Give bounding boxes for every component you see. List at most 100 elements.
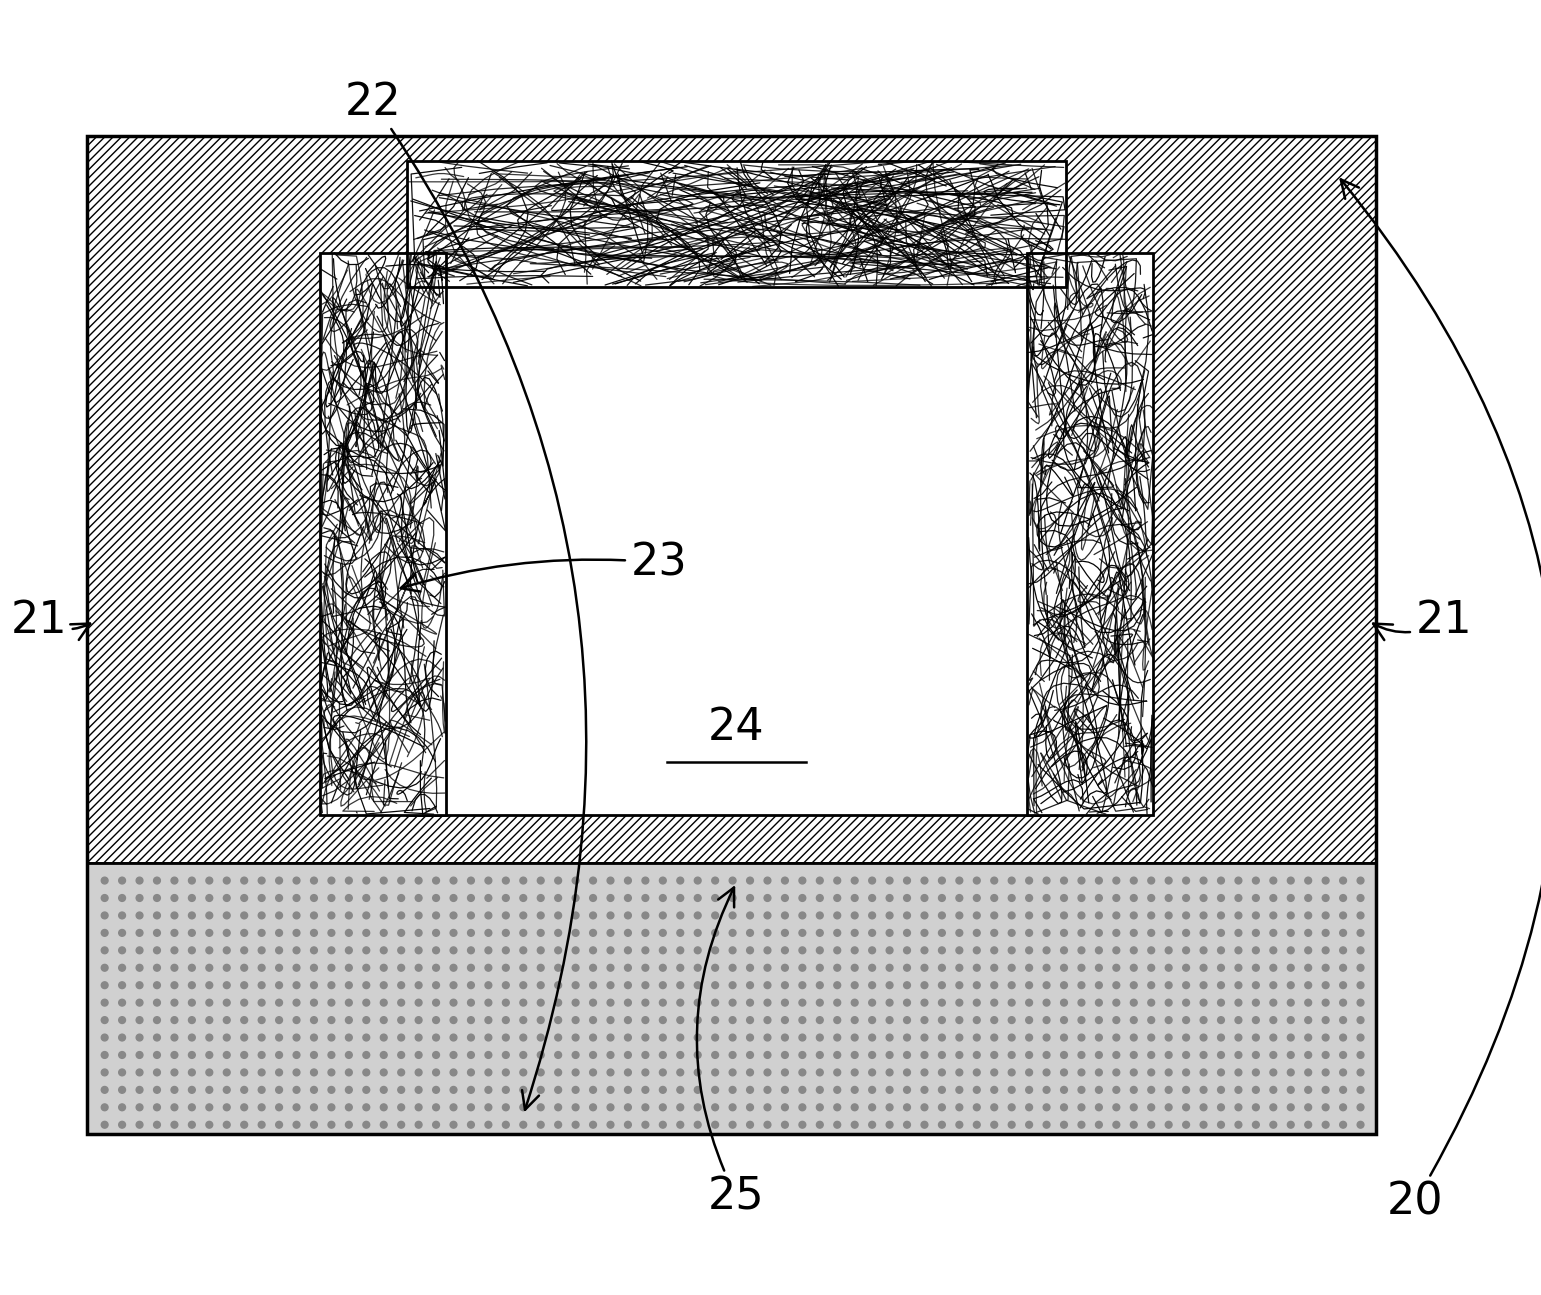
- Circle shape: [834, 877, 841, 884]
- Circle shape: [1234, 1070, 1242, 1076]
- Circle shape: [1200, 1052, 1207, 1058]
- Circle shape: [345, 1000, 353, 1006]
- Circle shape: [922, 1087, 928, 1093]
- Circle shape: [1165, 1035, 1173, 1041]
- Circle shape: [1253, 1087, 1259, 1093]
- Circle shape: [276, 1052, 282, 1058]
- Circle shape: [223, 1087, 230, 1093]
- Circle shape: [869, 1052, 875, 1058]
- Circle shape: [1131, 895, 1137, 901]
- Circle shape: [676, 1017, 684, 1023]
- Circle shape: [974, 947, 980, 953]
- Circle shape: [1200, 965, 1207, 971]
- Circle shape: [1253, 895, 1259, 901]
- Circle shape: [119, 1000, 125, 1006]
- Circle shape: [519, 930, 527, 936]
- Circle shape: [903, 930, 911, 936]
- Circle shape: [1043, 877, 1049, 884]
- Circle shape: [903, 1087, 911, 1093]
- Circle shape: [938, 947, 945, 953]
- Circle shape: [1148, 1121, 1154, 1128]
- Circle shape: [1217, 965, 1225, 971]
- Circle shape: [817, 912, 823, 919]
- Circle shape: [974, 1035, 980, 1041]
- Circle shape: [328, 1017, 334, 1023]
- Circle shape: [798, 1121, 806, 1128]
- Circle shape: [695, 895, 701, 901]
- Circle shape: [955, 1000, 963, 1006]
- Circle shape: [607, 1070, 613, 1076]
- Circle shape: [171, 877, 177, 884]
- Circle shape: [102, 965, 108, 971]
- Circle shape: [1358, 912, 1364, 919]
- Circle shape: [1270, 982, 1276, 988]
- Circle shape: [1200, 1035, 1207, 1041]
- Circle shape: [502, 877, 509, 884]
- Circle shape: [538, 1017, 544, 1023]
- Circle shape: [311, 1035, 317, 1041]
- Circle shape: [240, 947, 248, 953]
- Circle shape: [1253, 947, 1259, 953]
- Circle shape: [328, 912, 334, 919]
- Circle shape: [660, 965, 666, 971]
- Circle shape: [1339, 1087, 1347, 1093]
- Circle shape: [188, 947, 196, 953]
- Circle shape: [1148, 877, 1154, 884]
- Circle shape: [1060, 982, 1068, 988]
- Circle shape: [886, 1087, 892, 1093]
- Circle shape: [1148, 912, 1154, 919]
- Circle shape: [502, 965, 509, 971]
- Circle shape: [1113, 912, 1120, 919]
- Circle shape: [485, 1103, 492, 1111]
- Circle shape: [955, 912, 963, 919]
- Circle shape: [1096, 1087, 1102, 1093]
- Circle shape: [240, 877, 248, 884]
- Circle shape: [519, 1121, 527, 1128]
- Circle shape: [1148, 1035, 1154, 1041]
- Circle shape: [467, 1052, 475, 1058]
- Circle shape: [415, 1087, 422, 1093]
- Bar: [407, 161, 1066, 286]
- Circle shape: [869, 982, 875, 988]
- Circle shape: [450, 1070, 456, 1076]
- Circle shape: [502, 1087, 509, 1093]
- Circle shape: [798, 965, 806, 971]
- Circle shape: [729, 1087, 737, 1093]
- Circle shape: [1131, 930, 1137, 936]
- Circle shape: [1305, 912, 1311, 919]
- Circle shape: [1287, 982, 1294, 988]
- Circle shape: [729, 895, 737, 901]
- Circle shape: [293, 1087, 300, 1093]
- Circle shape: [154, 947, 160, 953]
- Circle shape: [747, 895, 754, 901]
- Circle shape: [1043, 1017, 1049, 1023]
- Circle shape: [660, 947, 666, 953]
- Circle shape: [136, 1087, 143, 1093]
- Circle shape: [1234, 982, 1242, 988]
- Circle shape: [415, 947, 422, 953]
- Circle shape: [798, 912, 806, 919]
- Circle shape: [660, 1103, 666, 1111]
- Circle shape: [555, 947, 561, 953]
- Circle shape: [747, 982, 754, 988]
- Text: 21: 21: [11, 600, 89, 642]
- Circle shape: [955, 1087, 963, 1093]
- Circle shape: [364, 930, 370, 936]
- Circle shape: [607, 912, 613, 919]
- Circle shape: [869, 1103, 875, 1111]
- Circle shape: [643, 1121, 649, 1128]
- Circle shape: [328, 965, 334, 971]
- Circle shape: [398, 930, 405, 936]
- Circle shape: [1287, 1052, 1294, 1058]
- Circle shape: [1217, 912, 1225, 919]
- Circle shape: [223, 1035, 230, 1041]
- Circle shape: [1339, 1052, 1347, 1058]
- Circle shape: [974, 1121, 980, 1128]
- Circle shape: [259, 1070, 265, 1076]
- Circle shape: [1113, 1087, 1120, 1093]
- Circle shape: [834, 947, 841, 953]
- Circle shape: [119, 1103, 125, 1111]
- Circle shape: [538, 930, 544, 936]
- Circle shape: [398, 1017, 405, 1023]
- Circle shape: [188, 1035, 196, 1041]
